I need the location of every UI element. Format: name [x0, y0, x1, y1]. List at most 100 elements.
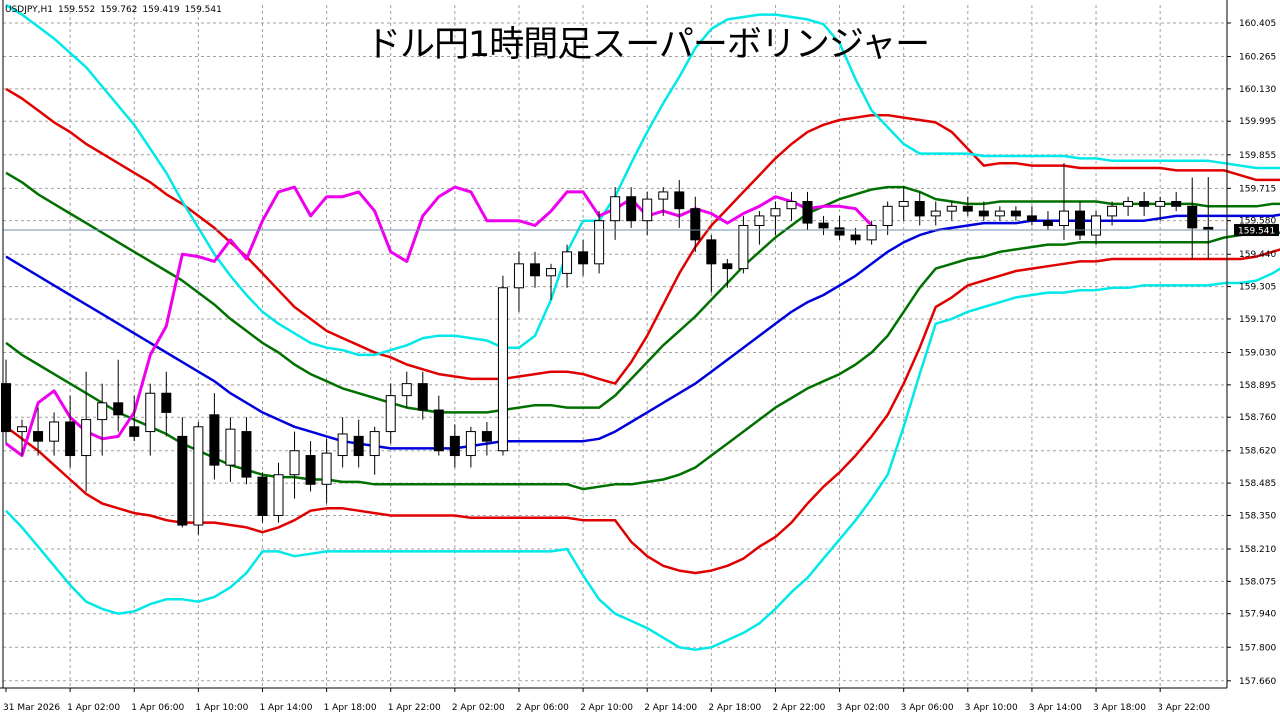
series-line-band_1sigma — [5, 231, 1280, 491]
candle — [113, 359, 124, 432]
x-tick-label: 1 Apr 18:00 — [324, 703, 377, 713]
candle-body — [17, 426, 28, 433]
candle — [353, 419, 364, 468]
candle-body — [562, 251, 573, 274]
candle-body — [1123, 201, 1134, 207]
y-tick-label: 157.660 — [1239, 677, 1276, 687]
candle-body — [177, 435, 188, 526]
chart-title: ドル円1時間足スーパーボリンジャー — [366, 25, 930, 65]
candle-body — [818, 222, 829, 229]
candle-body — [882, 205, 893, 226]
candle-body — [802, 201, 813, 224]
candle-body — [626, 196, 637, 222]
candle — [546, 263, 557, 300]
x-tick-label: 2 Apr 22:00 — [772, 703, 825, 713]
candle-body — [113, 402, 124, 416]
candle-body — [465, 431, 476, 457]
current-price-label: 159.541 — [1234, 224, 1279, 237]
x-tick-label: 1 Apr 02:00 — [67, 703, 120, 713]
candle-body — [834, 227, 845, 236]
candle-body — [81, 419, 92, 457]
candle — [65, 395, 76, 468]
candle — [1171, 191, 1182, 212]
candle-body — [241, 431, 252, 478]
candle-body — [497, 287, 508, 452]
y-tick-label: 158.075 — [1239, 577, 1276, 587]
ohlc-low: 159.419 — [142, 5, 180, 15]
candle-body — [449, 435, 460, 457]
series-line-band_3sigma — [5, 3, 1280, 357]
y-tick-label: 158.895 — [1239, 381, 1276, 391]
candle — [209, 393, 220, 480]
candle — [1010, 206, 1021, 221]
candle-body — [353, 435, 364, 457]
candle-body — [193, 426, 204, 526]
candle — [914, 191, 925, 226]
x-tick-label: 3 Apr 18:00 — [1093, 703, 1146, 713]
candle-body — [1155, 201, 1166, 207]
candle — [81, 371, 92, 492]
candle — [33, 407, 44, 456]
candle — [177, 417, 188, 528]
y-tick-label: 159.440 — [1239, 250, 1276, 260]
candle-body — [1107, 205, 1118, 217]
candle — [770, 201, 781, 236]
symbol-name: USDJPY,H1 — [5, 5, 53, 15]
candle — [946, 201, 957, 221]
candle-body — [578, 251, 589, 265]
candle-body — [946, 205, 957, 212]
candle-body — [65, 421, 76, 457]
candle-body — [401, 383, 412, 397]
candle-body — [1171, 201, 1182, 207]
series-line-sma — [5, 213, 1280, 450]
candle-body — [1026, 215, 1037, 222]
candle-body — [481, 431, 492, 442]
candle — [1091, 211, 1102, 245]
candle-body — [1091, 215, 1102, 236]
candle — [978, 201, 989, 221]
candle — [562, 244, 573, 288]
candle-body — [930, 210, 941, 217]
candle-body — [1075, 210, 1086, 236]
candle — [449, 424, 460, 468]
candle — [417, 371, 428, 420]
candle — [1155, 196, 1166, 221]
y-tick-label: 160.405 — [1239, 19, 1276, 29]
candle — [658, 187, 669, 216]
x-tick-label: 2 Apr 06:00 — [516, 703, 569, 713]
candle-body — [898, 201, 909, 207]
candle — [866, 220, 877, 245]
series-line-chikou — [5, 185, 873, 457]
candle — [626, 187, 637, 228]
candle-body — [433, 409, 444, 452]
candle-body — [994, 210, 1005, 217]
candle — [690, 196, 701, 252]
candle-body — [49, 421, 60, 442]
candle — [754, 211, 765, 245]
candle-body — [321, 452, 332, 485]
candle-body — [850, 234, 861, 241]
symbol-header: USDJPY,H1 159.552 159.762 159.419 159.541 — [5, 5, 227, 15]
candle-body — [706, 239, 717, 265]
candle — [1107, 201, 1118, 226]
x-tick-label: 2 Apr 10:00 — [580, 703, 633, 713]
candle-body — [145, 392, 156, 433]
candle — [1042, 211, 1053, 231]
candle — [594, 211, 605, 274]
series-line-band_2sigma — [5, 248, 1280, 575]
x-tick-label: 1 Apr 22:00 — [388, 703, 441, 713]
y-tick-label: 158.210 — [1239, 545, 1276, 555]
candle-body — [754, 215, 765, 226]
candle — [802, 191, 813, 231]
candle-body — [129, 426, 140, 437]
candle-body — [97, 402, 108, 421]
candle — [129, 395, 140, 442]
axes — [0, 0, 1228, 689]
y-tick-label: 158.485 — [1239, 479, 1276, 489]
candle — [529, 251, 540, 288]
y-tick-label: 158.350 — [1239, 511, 1276, 521]
candle-body — [674, 191, 685, 210]
candle — [578, 239, 589, 276]
